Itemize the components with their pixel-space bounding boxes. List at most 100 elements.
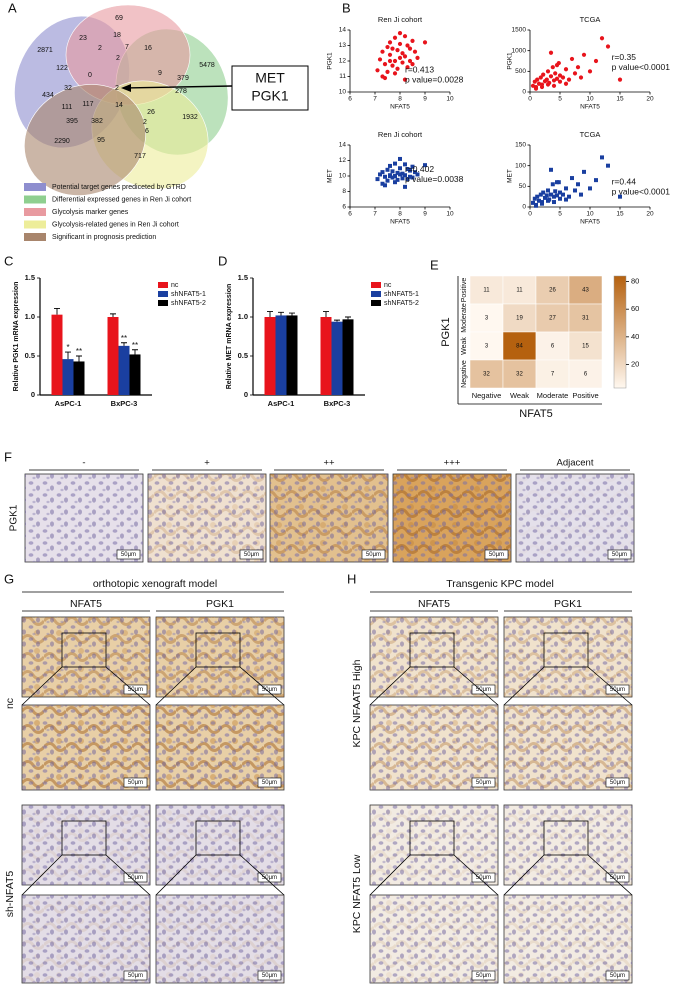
zoom-line xyxy=(369,854,411,896)
x-tick-label: 20 xyxy=(646,96,654,103)
scale-bar-label: 50μm xyxy=(610,780,625,786)
cell-value: 11 xyxy=(483,288,490,294)
point xyxy=(385,44,390,50)
point xyxy=(567,194,571,199)
bar xyxy=(342,319,354,395)
legend-label: nc xyxy=(384,282,392,289)
point xyxy=(390,63,395,68)
point xyxy=(582,169,586,174)
point xyxy=(413,170,417,175)
point xyxy=(388,174,392,178)
point xyxy=(380,49,385,54)
error-bar xyxy=(289,312,295,316)
annotation: r=0.44 xyxy=(612,176,637,186)
x-tick-label: BxPC-3 xyxy=(324,399,351,408)
point xyxy=(572,71,578,76)
cell-value: 84 xyxy=(516,344,523,350)
zoom-line xyxy=(587,666,633,706)
y-tick-label: 500 xyxy=(515,68,526,75)
error-bar xyxy=(345,316,351,320)
error-bar xyxy=(132,349,138,355)
scale-bar-label: 50μm xyxy=(476,875,491,881)
error-bar xyxy=(323,311,329,317)
cell-value: 31 xyxy=(582,316,589,322)
point xyxy=(581,52,587,57)
zoom-line xyxy=(239,666,285,706)
point xyxy=(564,197,568,202)
zoom-box xyxy=(543,820,589,856)
scale-bar-label: 50μm xyxy=(128,687,143,693)
row-label: KPC NFAT5 Low xyxy=(351,854,363,933)
x-tick-label: 10 xyxy=(446,211,454,218)
y-tick-label: 1.0 xyxy=(25,312,35,321)
venn-count: 26 xyxy=(147,109,155,116)
column-header: PGK1 xyxy=(206,598,234,610)
annotation: p value=0.0028 xyxy=(405,75,464,85)
panel-letter: C xyxy=(4,253,13,268)
point xyxy=(606,163,610,168)
scale-bar-box xyxy=(607,549,632,560)
annotation: r=0.35 xyxy=(612,52,637,62)
venn-count: 5478 xyxy=(199,62,215,69)
point xyxy=(395,66,400,71)
bar xyxy=(129,354,141,395)
bar xyxy=(286,315,298,395)
point xyxy=(561,192,565,197)
point xyxy=(385,69,390,74)
heat-cell xyxy=(502,359,537,389)
micrograph-cells xyxy=(22,705,150,790)
micrograph-cells xyxy=(370,805,498,885)
point xyxy=(539,84,545,90)
legend-swatch xyxy=(158,291,168,297)
point xyxy=(575,65,581,70)
point xyxy=(578,75,584,80)
point xyxy=(593,58,599,64)
point xyxy=(380,170,385,175)
zoom-line xyxy=(105,666,151,706)
point xyxy=(390,169,395,174)
venn-count: 14 xyxy=(115,102,123,109)
significance: * xyxy=(66,343,69,352)
y-tick-label: 100 xyxy=(515,162,526,169)
point xyxy=(554,63,560,68)
significance: ** xyxy=(132,341,138,350)
point xyxy=(393,180,397,185)
heat-cell xyxy=(469,275,504,305)
annotation: r=0.402 xyxy=(405,164,434,174)
scale-bar-box xyxy=(605,777,630,788)
point xyxy=(400,171,405,176)
micrograph-cells xyxy=(370,895,498,983)
scale-bar-label: 50μm xyxy=(476,780,491,786)
point xyxy=(405,167,410,172)
point xyxy=(395,177,400,182)
point xyxy=(390,175,395,180)
annotation: p value=0.0038 xyxy=(405,174,464,184)
bar xyxy=(62,359,74,395)
x-tick-label: AsPC-1 xyxy=(55,399,82,408)
point xyxy=(377,57,383,62)
zoom-line xyxy=(21,854,63,896)
chart-title: TCGA xyxy=(580,15,601,24)
point xyxy=(387,40,393,45)
point xyxy=(558,190,562,195)
venn-count: 6 xyxy=(145,128,149,135)
point xyxy=(415,55,420,61)
venn-count: 2290 xyxy=(54,138,70,145)
panel-letter: E xyxy=(430,257,439,272)
y-tick-label: 11 xyxy=(339,73,346,80)
point xyxy=(410,62,415,67)
point xyxy=(552,194,556,199)
error-bar xyxy=(65,351,71,360)
panel-title: orthotopic xenograft model xyxy=(93,578,217,590)
heat-cell xyxy=(568,359,603,389)
x-tick-label: 6 xyxy=(348,211,352,218)
point xyxy=(422,40,428,45)
cell-value: 19 xyxy=(516,316,523,322)
zoom-box xyxy=(409,820,455,856)
point xyxy=(546,198,550,203)
zoom-line xyxy=(453,666,499,706)
scale-bar-label: 50μm xyxy=(476,687,491,693)
micrograph-cells xyxy=(156,705,284,790)
point xyxy=(551,83,557,88)
point xyxy=(537,198,541,203)
